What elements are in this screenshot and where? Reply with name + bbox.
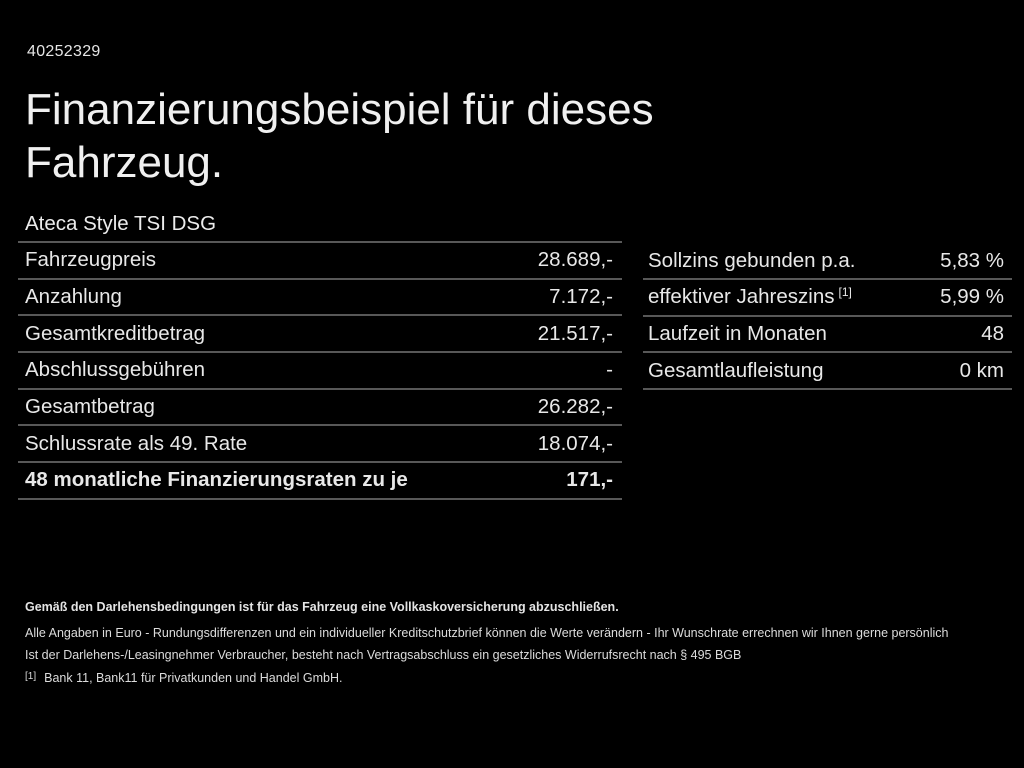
row-value: 21.517,- bbox=[537, 321, 613, 345]
row-label: Gesamtlaufleistung bbox=[648, 358, 824, 382]
vehicle-model: Ateca Style TSI DSG bbox=[25, 211, 217, 235]
row-label: Fahrzeugpreis bbox=[25, 248, 157, 272]
row-value: 48 bbox=[981, 322, 1004, 346]
vehicle-id: 40252329 bbox=[27, 43, 101, 60]
row-value: 171,- bbox=[566, 468, 613, 492]
table-row-gesamtlaufleistung: Gesamtlaufleistung 0 km bbox=[643, 353, 1012, 391]
footnote-reference: [1] bbox=[838, 285, 852, 300]
row-label: effektiver Jahreszins [1] bbox=[648, 285, 852, 309]
vehicle-model-row: Ateca Style TSI DSG bbox=[18, 206, 622, 243]
bank-footnote: [1] Bank 11, Bank11 für Privatkunden und … bbox=[25, 671, 342, 685]
row-label: Sollzins gebunden p.a. bbox=[648, 248, 856, 272]
disclaimer-line-2: Ist der Darlehens-/Leasingnehmer Verbrau… bbox=[25, 648, 742, 662]
bank-footnote-text: Bank 11, Bank11 für Privatkunden und Han… bbox=[44, 671, 343, 685]
row-value: 5,99 % bbox=[940, 285, 1004, 309]
row-label: Gesamtbetrag bbox=[25, 395, 155, 419]
table-row-abschlussgebuehren: Abschlussgebühren - bbox=[18, 353, 622, 390]
table-row-anzahlung: Anzahlung 7.172,- bbox=[18, 280, 622, 317]
row-value: - bbox=[606, 358, 613, 382]
row-value: 28.689,- bbox=[537, 248, 613, 272]
table-row-effektiver-jahreszins: effektiver Jahreszins [1] 5,99 % bbox=[643, 280, 1012, 317]
row-value: 7.172,- bbox=[549, 285, 613, 309]
conditions-table: Sollzins gebunden p.a. 5,83 % effektiver… bbox=[643, 243, 1012, 391]
table-row-monatsrate: 48 monatliche Finanzierungsraten zu je 1… bbox=[18, 463, 622, 500]
row-label: 48 monatliche Finanzierungsraten zu je bbox=[25, 468, 408, 492]
page-title: Finanzierungsbeispiel für dieses Fahrzeu… bbox=[25, 83, 654, 189]
table-row-laufzeit: Laufzeit in Monaten 48 bbox=[643, 317, 1012, 354]
row-label: Gesamtkreditbetrag bbox=[25, 321, 206, 345]
row-value: 26.282,- bbox=[537, 395, 613, 419]
disclaimer-line-1: Alle Angaben in Euro - Rundungsdifferenz… bbox=[25, 626, 949, 640]
row-value: 0 km bbox=[959, 358, 1004, 382]
table-row-schlussrate: Schlussrate als 49. Rate 18.074,- bbox=[18, 426, 622, 464]
table-row-gesamtbetrag: Gesamtbetrag 26.282,- bbox=[18, 390, 622, 427]
table-row-gesamtkreditbetrag: Gesamtkreditbetrag 21.517,- bbox=[18, 316, 622, 354]
row-label: Schlussrate als 49. Rate bbox=[25, 431, 248, 455]
footnote-marker: [1] bbox=[25, 671, 37, 682]
table-row-sollzins: Sollzins gebunden p.a. 5,83 % bbox=[643, 243, 1012, 281]
finance-table: Ateca Style TSI DSG Fahrzeugpreis 28.689… bbox=[18, 206, 622, 500]
row-value: 18.074,- bbox=[537, 431, 613, 455]
row-label: Anzahlung bbox=[25, 285, 122, 309]
insurance-note: Gemäß den Darlehensbedingungen ist für d… bbox=[25, 600, 619, 614]
page-title-line1: Finanzierungsbeispiel für dieses bbox=[25, 85, 654, 134]
row-label: Abschlussgebühren bbox=[25, 358, 206, 382]
row-value: 5,83 % bbox=[940, 248, 1004, 272]
page-title-line2: Fahrzeug. bbox=[25, 138, 224, 187]
row-label: Laufzeit in Monaten bbox=[648, 322, 827, 346]
table-row-fahrzeugpreis: Fahrzeugpreis 28.689,- bbox=[18, 243, 622, 280]
